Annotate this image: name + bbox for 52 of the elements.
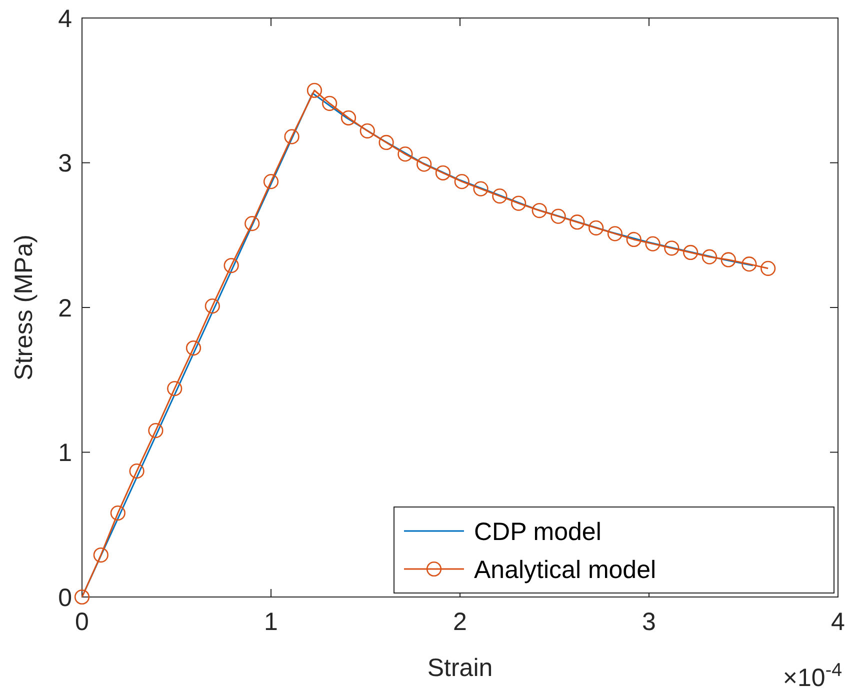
y-tick-label: 2 xyxy=(58,294,72,322)
point xyxy=(360,123,375,138)
point xyxy=(306,82,322,98)
point xyxy=(284,129,300,144)
point xyxy=(742,256,757,272)
point xyxy=(398,146,413,162)
point xyxy=(607,226,623,242)
point xyxy=(378,134,394,150)
point xyxy=(588,220,604,236)
point xyxy=(570,214,585,230)
text: ×10$^{-4}$ xyxy=(782,658,842,692)
point xyxy=(93,547,108,563)
y-tick-label: 4 xyxy=(58,4,72,33)
point xyxy=(167,381,182,396)
point xyxy=(263,174,279,190)
point xyxy=(683,244,698,260)
legend-label: Analytical model xyxy=(474,556,656,584)
point xyxy=(532,202,547,218)
point xyxy=(473,181,488,196)
point xyxy=(454,174,470,190)
x-axis-title: Strain xyxy=(427,654,493,682)
y-tick-label: 1 xyxy=(58,439,72,467)
point xyxy=(224,258,239,274)
point xyxy=(416,156,432,172)
y-axis-title: Stress (MPa) xyxy=(10,234,38,380)
point xyxy=(110,506,126,521)
point xyxy=(511,196,526,211)
point xyxy=(435,165,451,180)
point xyxy=(244,216,260,232)
point xyxy=(322,96,338,111)
point xyxy=(340,110,356,126)
y-tick-label: 3 xyxy=(58,150,72,178)
point xyxy=(702,249,718,264)
x-tick-label: 1 xyxy=(264,608,278,636)
point xyxy=(204,298,220,314)
x-tick-label: 2 xyxy=(453,608,467,636)
point xyxy=(492,188,508,204)
legend-label: CDP model xyxy=(474,518,602,546)
point xyxy=(645,236,660,252)
x-tick-label: 3 xyxy=(642,608,656,636)
point xyxy=(129,464,144,479)
point xyxy=(186,340,202,356)
y-tick-label: 0 xyxy=(58,584,72,612)
point xyxy=(74,589,90,605)
x-tick-label: 0 xyxy=(75,608,89,636)
x-tick-label: 4 xyxy=(831,608,846,636)
point xyxy=(626,232,642,248)
point xyxy=(148,422,164,438)
point xyxy=(664,240,680,256)
point xyxy=(720,252,736,268)
point xyxy=(760,260,776,276)
point xyxy=(550,208,566,224)
